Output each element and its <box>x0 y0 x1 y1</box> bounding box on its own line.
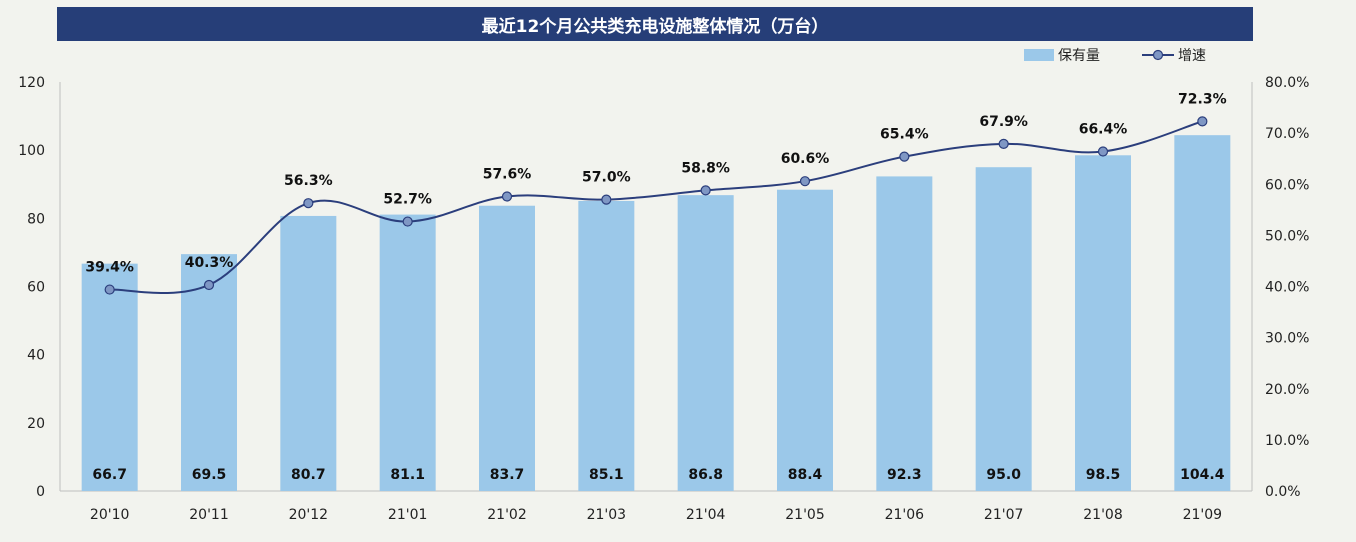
x-tick-label: 20'12 <box>289 507 328 523</box>
line-value-label: 72.3% <box>1178 91 1227 107</box>
axes: 0 20 40 60 80 100 120 0.0% 10.0% 20.0% 30.0% 40.0% 5… <box>18 75 1309 523</box>
x-tick-label: 21'08 <box>1083 507 1122 523</box>
left-tick-label: 40 <box>27 348 45 364</box>
line-value-label: 39.4% <box>85 260 134 276</box>
bar-value-label: 69.5 <box>192 467 227 483</box>
left-tick-label: 20 <box>27 416 45 432</box>
line-value-label: 57.6% <box>483 167 532 183</box>
bar-value-label: 98.5 <box>1086 467 1121 483</box>
line-point <box>402 216 413 227</box>
line-value-label: 57.0% <box>582 170 631 186</box>
line-point <box>700 185 711 196</box>
x-tick-label: 21'07 <box>984 507 1023 523</box>
x-tick-label: 21'03 <box>587 507 626 523</box>
x-tick-label: 21'01 <box>388 507 427 523</box>
bar-value-label: 85.1 <box>589 467 624 483</box>
bar-value-label: 88.4 <box>788 467 823 483</box>
bar-value-label: 86.8 <box>688 467 723 483</box>
line-value-label: 67.9% <box>979 114 1028 130</box>
right-tick-label: 50.0% <box>1265 228 1309 244</box>
legend-line-label: 增速 <box>1178 48 1206 64</box>
bar-series: 66.7 69.5 80.7 81.1 83.7 85.1 86.8 88.4 92.3 95.0… <box>81 135 1231 492</box>
bar-value-label: 66.7 <box>92 467 127 483</box>
chart-title: 最近12个月公共类充电设施整体情况（万台） <box>57 7 1253 41</box>
line-point <box>899 151 910 162</box>
growth-line <box>109 120 1203 295</box>
x-tick-label: 21'06 <box>885 507 925 523</box>
right-tick-label: 10.0% <box>1265 433 1309 449</box>
line-point <box>104 284 115 295</box>
left-tick-label: 0 <box>36 484 45 500</box>
line-point <box>203 279 215 291</box>
bar <box>379 214 436 491</box>
bar-value-label: 95.0 <box>986 467 1021 483</box>
x-tick-label: 21'09 <box>1183 507 1222 523</box>
x-tick-label: 21'02 <box>487 507 526 523</box>
legend-bar-swatch <box>1024 49 1054 61</box>
line-value-label: 52.7% <box>383 192 432 208</box>
bar <box>1174 135 1231 492</box>
bar <box>81 263 138 491</box>
bar <box>578 200 635 491</box>
legend: 保有量 增速 <box>1024 48 1206 64</box>
line-point <box>1197 116 1208 127</box>
line-point <box>799 176 811 187</box>
legend-line-marker <box>1152 49 1164 61</box>
left-tick-label: 60 <box>27 280 45 296</box>
line-value-label: 56.3% <box>284 173 333 189</box>
left-tick-label: 120 <box>18 75 45 91</box>
line-point <box>501 191 513 202</box>
line-point <box>1097 146 1109 157</box>
bar-value-label: 104.4 <box>1180 467 1225 483</box>
left-tick-label: 100 <box>18 143 45 159</box>
x-tick-label: 21'05 <box>785 507 824 523</box>
bar <box>777 189 833 491</box>
line-point <box>303 198 314 209</box>
bar <box>677 195 734 491</box>
bar-value-label: 83.7 <box>490 467 525 483</box>
right-tick-label: 40.0% <box>1265 280 1309 296</box>
bar-value-label: 80.7 <box>291 467 326 483</box>
bar <box>876 176 933 491</box>
right-tick-label: 0.0% <box>1265 484 1301 500</box>
right-tick-label: 80.0% <box>1265 75 1309 91</box>
line-value-label: 66.4% <box>1079 122 1128 138</box>
right-tick-label: 60.0% <box>1265 177 1309 193</box>
line-value-label: 65.4% <box>880 127 929 143</box>
right-tick-label: 30.0% <box>1265 331 1309 347</box>
line-series: 39.4% 40.3% 56.3% 52.7% 57.6% 57.0% 58.8% 60.6%… <box>85 91 1227 295</box>
legend-bar-label: 保有量 <box>1058 48 1100 64</box>
line-value-label: 40.3% <box>185 255 234 271</box>
x-tick-label: 21'04 <box>686 507 726 523</box>
line-value-label: 58.8% <box>681 160 730 176</box>
bar <box>181 254 237 491</box>
line-point <box>601 194 612 205</box>
bar <box>975 167 1032 492</box>
line-point <box>998 138 1009 149</box>
bar <box>280 215 337 491</box>
x-tick-label: 20'11 <box>189 507 228 523</box>
bar-value-label: 92.3 <box>887 467 922 483</box>
right-tick-label: 70.0% <box>1265 126 1309 142</box>
line-value-label: 60.6% <box>781 151 830 167</box>
bar <box>1075 155 1131 491</box>
bar <box>479 205 535 491</box>
x-tick-label: 20'10 <box>90 507 129 523</box>
bar-value-label: 81.1 <box>390 467 425 483</box>
right-tick-label: 20.0% <box>1265 382 1309 398</box>
left-tick-label: 80 <box>27 211 45 227</box>
